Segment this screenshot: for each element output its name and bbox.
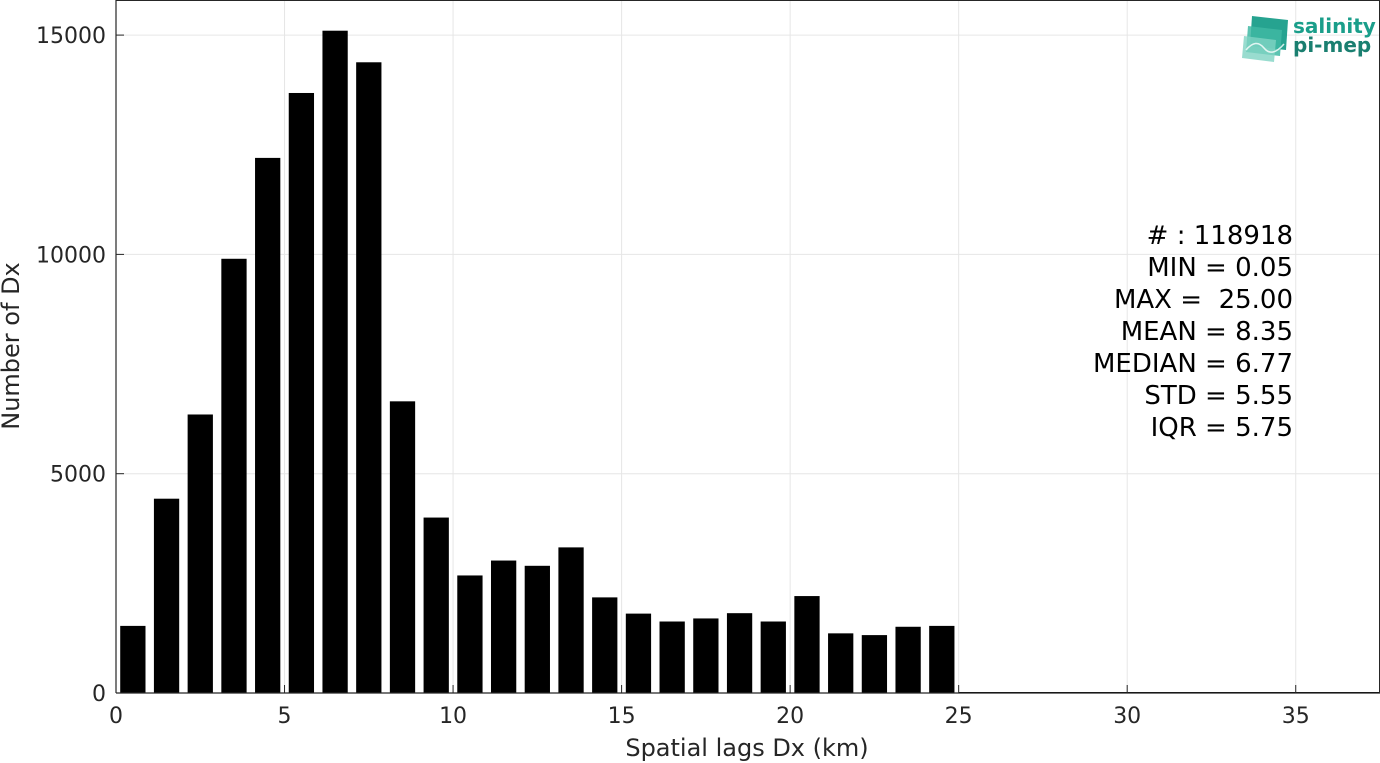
tick-labels: 0 5 10 15 20 25 30 35 0 5000 10000 15000: [36, 24, 1310, 729]
stat-iqr: IQR = 5.75: [1151, 413, 1293, 443]
histogram-bar: [423, 517, 449, 693]
stat-min: MIN = 0.05: [1147, 253, 1293, 283]
y-tick-label: 5000: [50, 463, 106, 488]
histogram-bar: [524, 565, 550, 693]
histogram-bar: [457, 575, 483, 693]
wave-logo-icon: [1242, 16, 1288, 62]
x-tick-label: 30: [1113, 704, 1141, 729]
y-tick-label: 10000: [36, 243, 106, 268]
histogram-bar: [288, 92, 315, 694]
x-tick-label: 10: [439, 704, 467, 729]
x-tick-label: 0: [109, 704, 123, 729]
histogram-bar: [221, 258, 247, 693]
histogram-bar: [592, 597, 618, 693]
histogram-bar: [558, 547, 584, 693]
histogram-bar: [929, 625, 955, 693]
bars: [120, 30, 1380, 694]
histogram-bar: [659, 621, 685, 693]
x-tick-label: 5: [278, 704, 292, 729]
x-tick-label: 25: [945, 704, 973, 729]
x-tick-label: 35: [1282, 704, 1310, 729]
histogram-bar: [861, 635, 888, 693]
y-axis-label: Number of Dx: [0, 262, 25, 429]
stat-mean: MEAN = 8.35: [1121, 317, 1293, 347]
y-tick-label: 0: [92, 682, 106, 707]
histogram-bar: [828, 633, 854, 693]
histogram-bar: [895, 626, 921, 693]
logo-line1: salinity: [1293, 14, 1376, 38]
stat-count: # : 118918: [1147, 221, 1293, 251]
stats-box: # : 118918 MIN = 0.05 MAX = 25.00 MEAN =…: [1093, 221, 1293, 443]
x-axis-label: Spatial lags Dx (km): [625, 734, 868, 762]
histogram-bar: [726, 613, 753, 693]
histogram-bar: [760, 621, 786, 693]
histogram-bar: [120, 625, 146, 693]
histogram-bar: [356, 62, 382, 693]
logo-line2: pi-mep: [1293, 33, 1371, 57]
histogram-bar: [187, 414, 213, 693]
x-tick-label: 15: [608, 704, 636, 729]
histogram-bar: [794, 596, 820, 693]
histogram-bar: [625, 613, 652, 693]
stat-max: MAX = 25.00: [1114, 285, 1293, 315]
histogram-bar: [255, 157, 281, 693]
y-tick-label: 15000: [36, 24, 106, 49]
histogram-bar: [322, 30, 348, 694]
stat-std: STD = 5.55: [1144, 381, 1293, 411]
histogram-bar: [693, 618, 719, 693]
histogram-bar: [490, 560, 517, 693]
x-tick-label: 20: [776, 704, 804, 729]
salinity-pi-mep-logo: salinity pi-mep: [1242, 14, 1376, 62]
stat-median: MEDIAN = 6.77: [1093, 349, 1293, 379]
histogram-bar: [153, 498, 180, 693]
histogram-bar: [389, 401, 416, 693]
